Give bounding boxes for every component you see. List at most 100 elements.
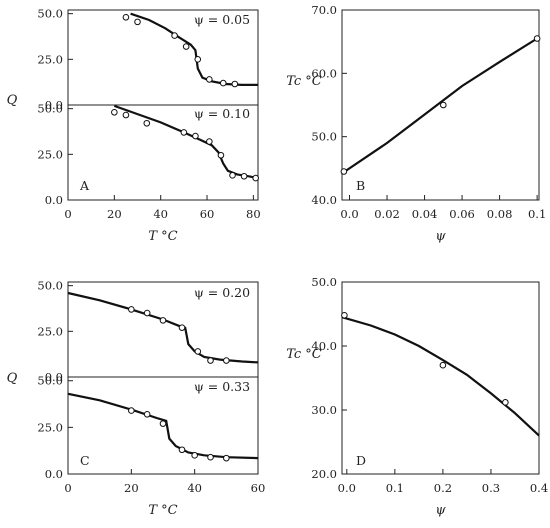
plot-frame-A_bottom xyxy=(67,104,259,201)
x-axis-label-D: ψ xyxy=(435,503,446,518)
data-point-D xyxy=(502,399,509,406)
data-point-A_top xyxy=(171,32,178,39)
y-tick-label-A_bottom: 50.0 xyxy=(37,102,63,116)
data-point-A_bottom xyxy=(217,151,225,159)
data-point-A_top xyxy=(134,18,141,26)
data-point-C_bottom xyxy=(143,411,151,418)
data-point-C_top xyxy=(207,357,214,364)
fit-curve-D xyxy=(341,316,540,437)
data-point-A_bottom xyxy=(192,132,199,140)
plot-frame-C_bottom xyxy=(67,376,259,475)
x-tick-label-D: 0.2 xyxy=(434,481,452,495)
y-tick-label-D: 50.0 xyxy=(311,275,337,289)
y-tick-label-A_bottom: 25.0 xyxy=(37,147,63,161)
x-tick-label-D: 0.3 xyxy=(482,481,500,495)
data-point-C_bottom xyxy=(128,407,135,414)
x-tick-label-B: 0.0 xyxy=(340,207,358,221)
y-tick-label-D: 40.0 xyxy=(311,339,337,353)
panel-label-D: D xyxy=(356,453,366,468)
data-point-A_bottom xyxy=(122,111,130,119)
y-tick-label-A_top: 0.0 xyxy=(45,98,63,112)
y-tick-label-C_top: 25.0 xyxy=(37,324,63,338)
data-point-A_top xyxy=(206,76,213,83)
y-tick-label-D: 20.0 xyxy=(311,467,337,481)
x-tick-label-B: 0.08 xyxy=(487,207,513,221)
data-point-C_bottom xyxy=(191,452,198,459)
x-tick-label-B: 0.02 xyxy=(374,207,400,221)
data-point-B xyxy=(440,101,447,109)
data-point-B xyxy=(533,35,541,42)
x-tick-label-A_bottom: 40 xyxy=(153,207,168,221)
data-point-A_bottom xyxy=(180,129,188,136)
data-point-A_top xyxy=(122,14,130,21)
data-point-A_bottom xyxy=(229,172,236,179)
x-tick-label-A_bottom: 0 xyxy=(64,207,71,221)
panel-label-A_bottom: A xyxy=(79,178,90,193)
y-tick-label-C_bottom: 0.0 xyxy=(45,467,63,481)
x-tick-label-B: 0.04 xyxy=(412,207,438,221)
data-point-A_top xyxy=(182,43,190,50)
x-tick-label-B: 0.1 xyxy=(528,207,546,221)
data-point-B xyxy=(340,168,348,175)
data-point-A_bottom xyxy=(206,138,213,145)
data-point-C_bottom xyxy=(178,446,186,454)
data-point-C_bottom xyxy=(207,453,214,461)
fit-curve-A_bottom xyxy=(113,104,259,180)
data-point-A_bottom xyxy=(252,174,259,182)
x-tick-label-D: 0.4 xyxy=(530,481,548,495)
data-point-A_top xyxy=(194,56,202,63)
x-tick-label-D: 0.0 xyxy=(338,481,356,495)
data-point-C_top xyxy=(194,348,202,355)
data-point-A_bottom xyxy=(240,172,248,180)
q-axis-label-bottom: Q xyxy=(7,371,18,386)
x-tick-label-A_bottom: 60 xyxy=(200,207,215,221)
psi-annotation-A_top: ψ = 0.05 xyxy=(194,12,250,27)
data-point-A_top xyxy=(219,79,227,87)
x-axis-label-B: ψ xyxy=(435,229,446,244)
x-axis-label-C_bottom: T °C xyxy=(148,503,177,518)
y-tick-label-B: 40.0 xyxy=(311,193,337,207)
plot-frame-B xyxy=(341,9,540,201)
data-point-C_top xyxy=(223,357,230,364)
y-tick-label-B: 70.0 xyxy=(311,3,337,17)
y-tick-label-A_top: 50.0 xyxy=(37,7,63,21)
y-tick-label-B: 60.0 xyxy=(311,66,337,80)
x-tick-label-A_bottom: 80 xyxy=(246,207,261,221)
data-point-D xyxy=(341,311,348,319)
data-point-C_top xyxy=(143,309,151,317)
y-tick-label-B: 50.0 xyxy=(311,130,337,144)
y-tick-label-C_bottom: 50.0 xyxy=(37,374,63,388)
data-point-C_top xyxy=(128,306,135,313)
y-tick-label-C_top: 0.0 xyxy=(45,370,63,384)
panel-label-C_bottom: C xyxy=(80,453,90,468)
panel-label-B: B xyxy=(356,178,365,193)
y-tick-label-D: 30.0 xyxy=(311,403,337,417)
data-point-C_bottom xyxy=(159,420,167,427)
data-point-A_top xyxy=(231,80,239,88)
y-axis-label-D: Tc °C xyxy=(286,347,322,362)
data-point-C_bottom xyxy=(223,454,230,462)
y-tick-label-C_bottom: 25.0 xyxy=(37,420,63,434)
y-tick-label-A_top: 25.0 xyxy=(37,52,63,66)
psi-annotation-C_top: ψ = 0.20 xyxy=(194,285,250,300)
fit-curve-C_top xyxy=(67,291,259,364)
q-axis-label-top: Q xyxy=(7,93,18,108)
y-axis-label-B: Tc °C xyxy=(286,74,322,89)
plot-frame-D xyxy=(341,281,540,475)
x-tick-label-C_bottom: 0 xyxy=(64,481,71,495)
x-tick-label-B: 0.06 xyxy=(449,207,475,221)
x-tick-label-C_bottom: 60 xyxy=(251,481,266,495)
x-tick-label-C_bottom: 20 xyxy=(124,481,139,495)
data-point-C_top xyxy=(178,324,186,331)
x-tick-label-C_bottom: 40 xyxy=(187,481,202,495)
x-tick-label-A_bottom: 20 xyxy=(107,207,122,221)
psi-annotation-C_bottom: ψ = 0.33 xyxy=(194,379,250,394)
psi-annotation-A_bottom: ψ = 0.10 xyxy=(194,106,250,121)
y-tick-label-A_bottom: 0.0 xyxy=(45,193,63,207)
data-point-D xyxy=(439,361,447,369)
fit-curve-B xyxy=(341,37,538,175)
data-point-A_bottom xyxy=(111,109,118,116)
data-point-A_bottom xyxy=(143,119,151,127)
y-tick-label-C_top: 50.0 xyxy=(37,279,63,293)
